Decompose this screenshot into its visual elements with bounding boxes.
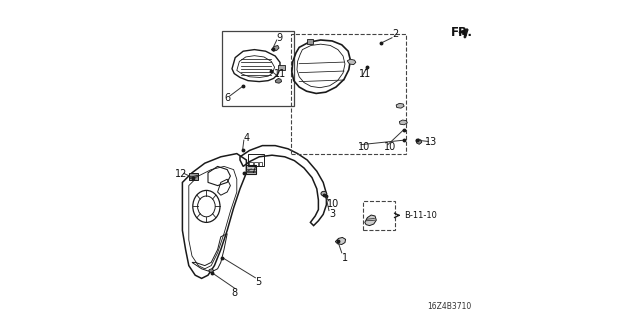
Text: B-11-10: B-11-10: [404, 211, 436, 220]
Polygon shape: [399, 120, 408, 125]
Text: 16Z4B3710: 16Z4B3710: [427, 302, 471, 311]
Polygon shape: [347, 59, 356, 65]
Polygon shape: [365, 215, 376, 226]
Text: 9: 9: [276, 33, 282, 43]
Bar: [259, 162, 262, 166]
Text: 10: 10: [326, 199, 339, 209]
Text: 11: 11: [274, 69, 286, 79]
Polygon shape: [209, 269, 214, 273]
Text: 10: 10: [358, 141, 371, 152]
Text: 12: 12: [175, 169, 187, 180]
Bar: [223, 31, 294, 106]
Text: 4: 4: [243, 132, 250, 143]
Text: 6: 6: [224, 92, 230, 103]
Polygon shape: [416, 139, 422, 144]
Bar: [278, 65, 285, 70]
Bar: [246, 165, 256, 174]
Text: 11: 11: [358, 69, 371, 79]
Text: 5: 5: [255, 276, 262, 287]
Bar: [248, 154, 264, 166]
Polygon shape: [275, 78, 282, 83]
Bar: [307, 39, 313, 44]
Bar: [189, 173, 198, 180]
Bar: [249, 162, 253, 166]
Text: 2: 2: [392, 28, 398, 39]
Bar: [291, 34, 406, 154]
Text: FR.: FR.: [451, 26, 472, 38]
Polygon shape: [396, 103, 404, 108]
Text: 7: 7: [250, 165, 257, 175]
Text: 3: 3: [329, 209, 335, 220]
Text: 1: 1: [342, 252, 348, 263]
Polygon shape: [335, 237, 346, 244]
Text: 8: 8: [231, 288, 237, 298]
Polygon shape: [271, 45, 279, 51]
Text: 13: 13: [425, 137, 438, 148]
Bar: [254, 162, 258, 166]
Ellipse shape: [321, 191, 327, 196]
Text: 10: 10: [384, 141, 397, 152]
Bar: [364, 201, 394, 230]
